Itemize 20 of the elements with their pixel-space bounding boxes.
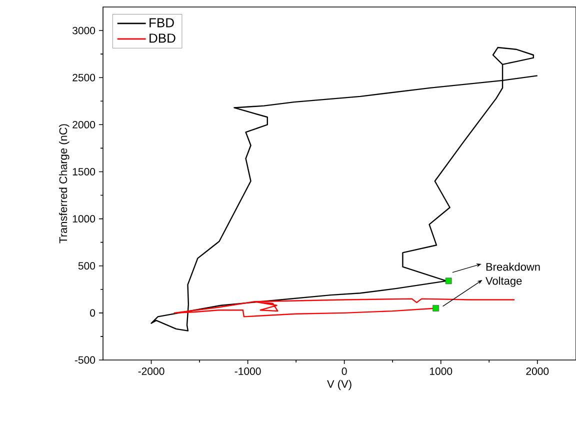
y-tick-label: -500 [74, 356, 96, 364]
legend-label: FBD [150, 18, 174, 28]
y-tick-label: 2500 [72, 74, 96, 82]
y-tick-label: 0 [90, 309, 96, 317]
x-tick-label: 2000 [526, 368, 549, 375]
x-tick-label: -1000 [234, 368, 261, 375]
line-series [174, 298, 516, 318]
y-tick-label: 500 [78, 262, 96, 270]
y-tick-label: 2000 [72, 120, 96, 128]
line-series [150, 46, 538, 332]
y-tick-label: 3000 [72, 26, 96, 34]
x-tick-label: -2000 [138, 368, 164, 375]
x-axis-title: V (V) [327, 380, 352, 390]
annotation: Breakdown Voltage [486, 262, 540, 287]
y-tick-label: 1000 [72, 215, 96, 223]
legend-label: DBD [150, 34, 176, 43]
y-tick-label: 1500 [72, 168, 96, 176]
x-tick-label: 0 [342, 368, 347, 375]
y-axis-title: Transferred Charge (nC) [59, 124, 70, 244]
x-tick-label: 1000 [430, 368, 452, 375]
